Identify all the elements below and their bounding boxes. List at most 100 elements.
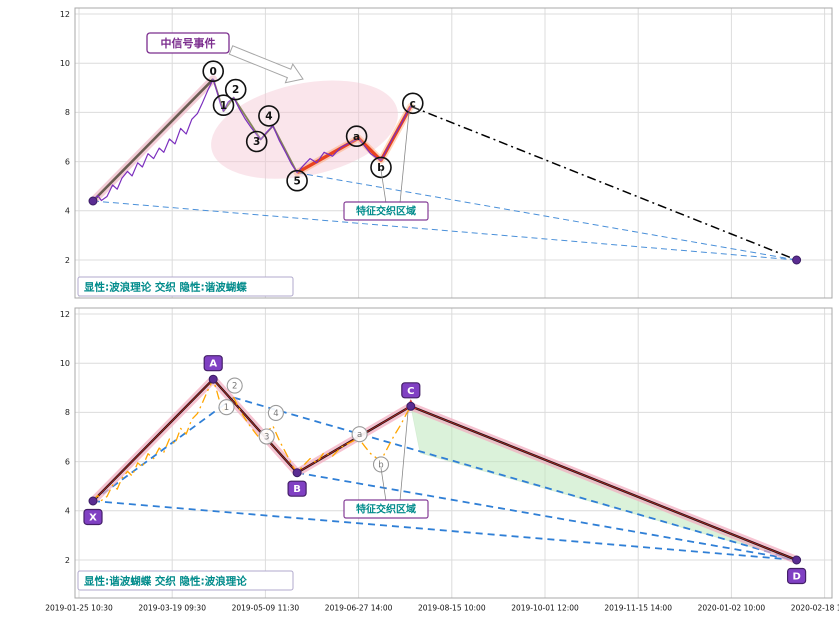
y-tick-label: 6 xyxy=(65,457,70,466)
plot-background xyxy=(75,8,832,298)
minor-wave-text: 4 xyxy=(273,409,278,419)
plot-border xyxy=(74,7,833,299)
endpoint-marker xyxy=(792,255,802,265)
zone-pointer-line xyxy=(380,467,387,502)
wave-label-circle xyxy=(258,105,280,127)
series-channel-2-D xyxy=(233,396,797,561)
signal-event-arrow xyxy=(228,45,304,84)
signal-event-text: 中信号事件 xyxy=(161,36,216,50)
wave-label-circle xyxy=(345,125,368,147)
series-wave5-trendline xyxy=(297,172,797,261)
series-projection-c-to-end xyxy=(410,105,797,261)
wave-label-text: c xyxy=(410,98,416,110)
x-tick-label: 2019-03-19 09:30 xyxy=(138,604,206,613)
minor-wave-circle xyxy=(267,404,284,421)
pattern-point-marker xyxy=(406,401,416,411)
plot-border xyxy=(74,307,833,599)
minor-wave-text: 1 xyxy=(224,403,229,413)
pattern-label-box xyxy=(287,480,307,497)
wave-label-circle xyxy=(202,60,224,82)
pattern-label-box xyxy=(83,508,103,526)
pattern-label-text: B xyxy=(293,484,301,495)
minor-wave-circle xyxy=(372,456,390,473)
minor-wave-text: b xyxy=(378,460,383,470)
minor-wave-circle xyxy=(226,377,243,394)
series-price xyxy=(92,78,412,202)
pattern-label-text: A xyxy=(209,359,217,370)
series-channel-X-D xyxy=(92,500,797,561)
minor-wave-circle xyxy=(258,428,275,445)
series-channel-X-2 xyxy=(92,396,235,502)
endpoint-marker xyxy=(88,196,98,206)
pattern-label-box xyxy=(203,355,223,372)
y-tick-label: 12 xyxy=(60,310,70,319)
weave-zone-text: 特征交织区域 xyxy=(356,205,416,218)
zone-pointer-line xyxy=(399,411,409,502)
pattern-label-box xyxy=(786,567,807,585)
wave-label-text: 4 xyxy=(265,111,272,123)
minor-wave-circle xyxy=(218,399,235,416)
pattern-point-marker xyxy=(208,374,218,384)
wave-label-circle xyxy=(212,94,235,116)
signal-event-box xyxy=(146,32,230,54)
y-tick-label: 10 xyxy=(60,359,70,368)
series-impulse-start-to-0 xyxy=(92,78,215,202)
pattern-point-marker xyxy=(292,468,302,478)
x-tick-label: 2019-01-25 10:30 xyxy=(45,604,113,613)
y-tick-label: 10 xyxy=(60,59,70,68)
zone-pointer-line xyxy=(399,111,410,204)
x-tick-label: 2019-11-15 14:00 xyxy=(604,604,672,613)
y-tick-label: 4 xyxy=(65,507,70,516)
y-tick-label: 8 xyxy=(65,108,70,117)
signal-zone-ellipse xyxy=(211,80,398,179)
wave-label-text: 2 xyxy=(232,84,239,96)
x-tick-label: 2020-02-18 12:00 xyxy=(791,604,839,613)
wave-label-text: 0 xyxy=(210,66,217,78)
series-channel-B-D xyxy=(296,471,797,561)
wave-label-circle xyxy=(245,130,268,153)
minor-wave-text: 3 xyxy=(264,433,269,443)
y-tick-label: 2 xyxy=(65,556,70,565)
y-tick-label: 4 xyxy=(65,207,70,216)
minor-wave-text: 2 xyxy=(232,382,237,392)
x-tick-label: 2019-06-27 14:00 xyxy=(325,604,393,613)
y-tick-label: 6 xyxy=(65,157,70,166)
pattern-label-box xyxy=(401,382,421,399)
wave-label-circle xyxy=(401,92,424,115)
pattern-point-marker xyxy=(88,496,98,506)
y-tick-label: 12 xyxy=(60,10,70,19)
pattern-label-text: C xyxy=(407,386,414,397)
caption-text: 显性:波浪理论 交织 隐性:谐波蝴蝶 xyxy=(84,281,247,294)
wave-label-text: 5 xyxy=(293,175,300,187)
weave-zone-text: 特征交织区域 xyxy=(356,503,416,516)
pattern-label-text: D xyxy=(792,572,800,583)
minor-wave-circle xyxy=(351,426,368,443)
wave-label-text: 1 xyxy=(220,100,227,112)
wave-label-circle xyxy=(370,156,392,179)
y-tick-label: 2 xyxy=(65,256,70,265)
weave-zone-box xyxy=(343,499,429,519)
minor-wave-text: a xyxy=(357,430,362,440)
pattern-point-marker xyxy=(792,555,802,565)
zone-pointer-line xyxy=(380,169,387,204)
x-tick-label: 2019-10-01 12:00 xyxy=(511,604,579,613)
wave-label-text: b xyxy=(377,162,385,174)
wave-label-text: 3 xyxy=(253,136,260,148)
x-tick-label: 2020-01-02 10:00 xyxy=(698,604,766,613)
series-lower-trendline xyxy=(92,200,797,261)
wave-label-circle xyxy=(224,78,247,101)
wave-label-circle xyxy=(286,169,308,192)
pattern-label-text: X xyxy=(89,513,97,524)
caption-text: 显性:谐波蝴蝶 交织 隐性:波浪理论 xyxy=(84,575,247,588)
caption-box xyxy=(77,276,294,297)
y-tick-label: 8 xyxy=(65,408,70,417)
weave-zone-box xyxy=(343,201,429,221)
wave-label-text: a xyxy=(353,131,360,143)
x-tick-label: 2019-05-09 11:30 xyxy=(232,604,300,613)
caption-box xyxy=(77,570,294,591)
x-tick-label: 2019-08-15 10:00 xyxy=(418,604,486,613)
series-price xyxy=(92,378,412,502)
